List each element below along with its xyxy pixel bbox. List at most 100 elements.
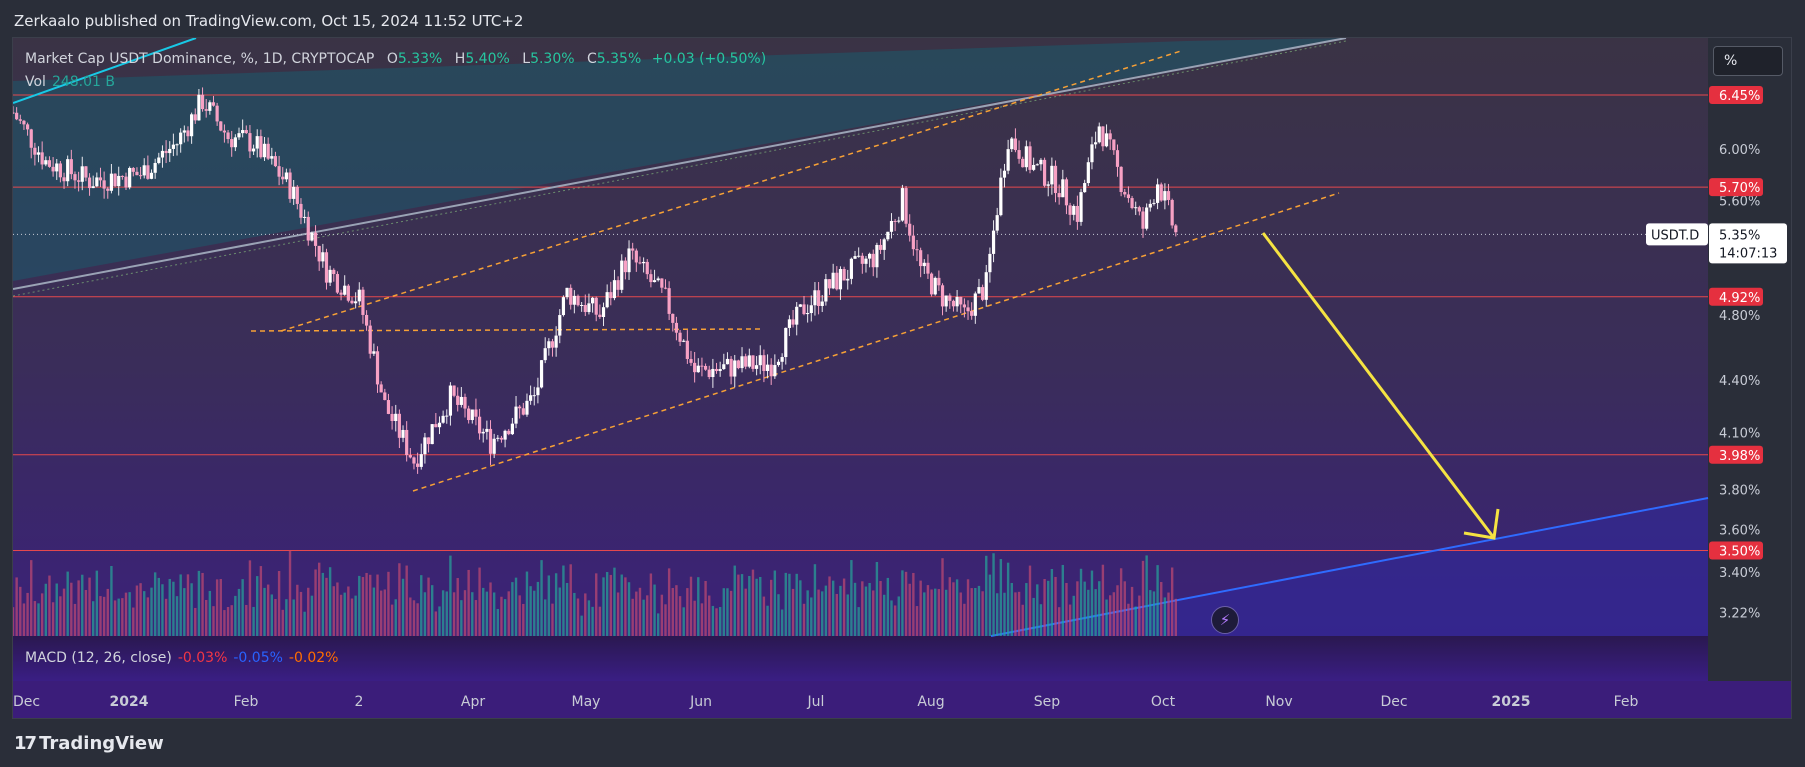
- candle-body: [693, 362, 697, 373]
- volume-bar: [190, 583, 193, 636]
- candle-body: [656, 278, 660, 281]
- volume-bar: [777, 594, 780, 636]
- candle-body: [926, 262, 930, 274]
- chart-canvas[interactable]: 6.00% 5.60% 4.80% 4.40% 4.10% 3.80% 3.60% 3.40%…: [13, 38, 1792, 719]
- level-tags: 6.45% 5.70% 4.92% 3.98% 3.50%: [1709, 85, 1763, 560]
- volume-bar: [394, 599, 397, 636]
- volume-bar: [157, 577, 161, 636]
- candle-body: [22, 120, 26, 125]
- volume-bar: [904, 571, 908, 636]
- volume-bar: [66, 571, 69, 636]
- candle-body: [539, 360, 544, 388]
- candle-body: [233, 137, 237, 148]
- volume-bar: [168, 578, 171, 636]
- volume-bar: [474, 600, 478, 636]
- volume-bar: [999, 559, 1003, 636]
- candle-body: [1086, 162, 1090, 184]
- candle-body: [281, 176, 285, 180]
- candle-body: [645, 261, 649, 275]
- candle-body: [13, 112, 15, 114]
- lightning-icon[interactable]: ⚡: [1211, 606, 1239, 634]
- volume-bar: [598, 606, 602, 636]
- candle-body: [474, 409, 478, 417]
- volume-bar: [263, 587, 266, 636]
- wedge-top-line: [13, 38, 197, 104]
- y-tick-3: 4.40%: [1719, 374, 1760, 389]
- candle-body: [430, 424, 434, 445]
- volume-bar: [208, 590, 212, 636]
- candle-body: [594, 297, 598, 315]
- candle-body: [784, 327, 788, 358]
- candle-body: [667, 288, 671, 314]
- candle-body: [999, 177, 1003, 216]
- candle-body: [503, 430, 507, 440]
- volume-bar: [143, 591, 146, 636]
- level-tag-1: [1709, 178, 1763, 197]
- volume-bar: [1156, 565, 1159, 636]
- volume-bar: [150, 587, 153, 636]
- volume-bar: [1149, 590, 1152, 636]
- volume-bar: [266, 584, 270, 636]
- chart-frame[interactable]: 6.00% 5.60% 4.80% 4.40% 4.10% 3.80% 3.60% 3.40%…: [12, 37, 1792, 719]
- candle-body: [634, 250, 638, 263]
- volume-bar: [740, 574, 744, 636]
- candle-body: [448, 385, 453, 416]
- price-tag-box: [1709, 223, 1787, 264]
- candle-body: [889, 220, 894, 232]
- volume-bar: [944, 589, 948, 636]
- candle-body: [470, 409, 474, 421]
- candle-body: [576, 295, 580, 306]
- x-tick-13: 2025: [1492, 694, 1531, 710]
- candle-body: [518, 406, 522, 409]
- candle-body: [251, 148, 256, 152]
- volume-bar: [1057, 607, 1061, 636]
- volume-bar: [759, 576, 762, 636]
- volume-bar: [212, 606, 215, 636]
- volume-bar: [1152, 591, 1156, 636]
- candle-body: [1090, 144, 1094, 163]
- volume-bar: [303, 611, 306, 636]
- candle-body: [813, 290, 817, 306]
- candle-body: [966, 307, 970, 312]
- volume-bar: [584, 593, 587, 636]
- volume-bar: [1116, 585, 1119, 636]
- volume-bar: [285, 599, 288, 636]
- volume-bar: [405, 565, 408, 636]
- candle-body: [991, 230, 996, 254]
- volume-bar: [850, 560, 853, 636]
- volume-bar: [146, 597, 150, 636]
- candle-body: [36, 152, 41, 155]
- percent-scale-button[interactable]: %: [1713, 46, 1783, 76]
- volume-bar: [689, 576, 693, 636]
- candle-body: [1159, 184, 1163, 201]
- candle-body: [1061, 179, 1065, 198]
- candle-body: [642, 261, 646, 264]
- candle-body: [1032, 164, 1036, 170]
- volume-bar: [307, 587, 310, 636]
- level-tag-3: [1709, 445, 1763, 464]
- volume-bar: [543, 599, 547, 636]
- volume-bar: [861, 581, 864, 636]
- tradingview-logo[interactable]: 17 TradingView: [14, 733, 164, 754]
- y-tick-0: 6.00%: [1719, 143, 1760, 158]
- volume-bar: [1036, 584, 1039, 636]
- volume-bar: [937, 589, 941, 636]
- volume-bar: [281, 609, 284, 636]
- volume-bar: [336, 582, 339, 636]
- candle-body: [627, 248, 631, 273]
- volume-bar: [879, 581, 882, 636]
- volume-bar: [930, 589, 933, 636]
- volume-bar: [124, 592, 128, 636]
- volume-bar: [992, 553, 995, 636]
- volume-bar: [77, 580, 80, 636]
- volume-bar: [113, 600, 117, 636]
- volume-bar: [416, 603, 419, 636]
- volume-bar: [1043, 579, 1046, 636]
- volume-bar: [934, 588, 937, 636]
- volume-bar: [642, 599, 645, 636]
- time-axis-background: [13, 681, 1791, 718]
- volume-bar: [153, 572, 157, 636]
- volume-bar: [518, 595, 521, 636]
- volume-bar: [1094, 589, 1097, 636]
- y-tick-6: 3.60%: [1719, 524, 1760, 539]
